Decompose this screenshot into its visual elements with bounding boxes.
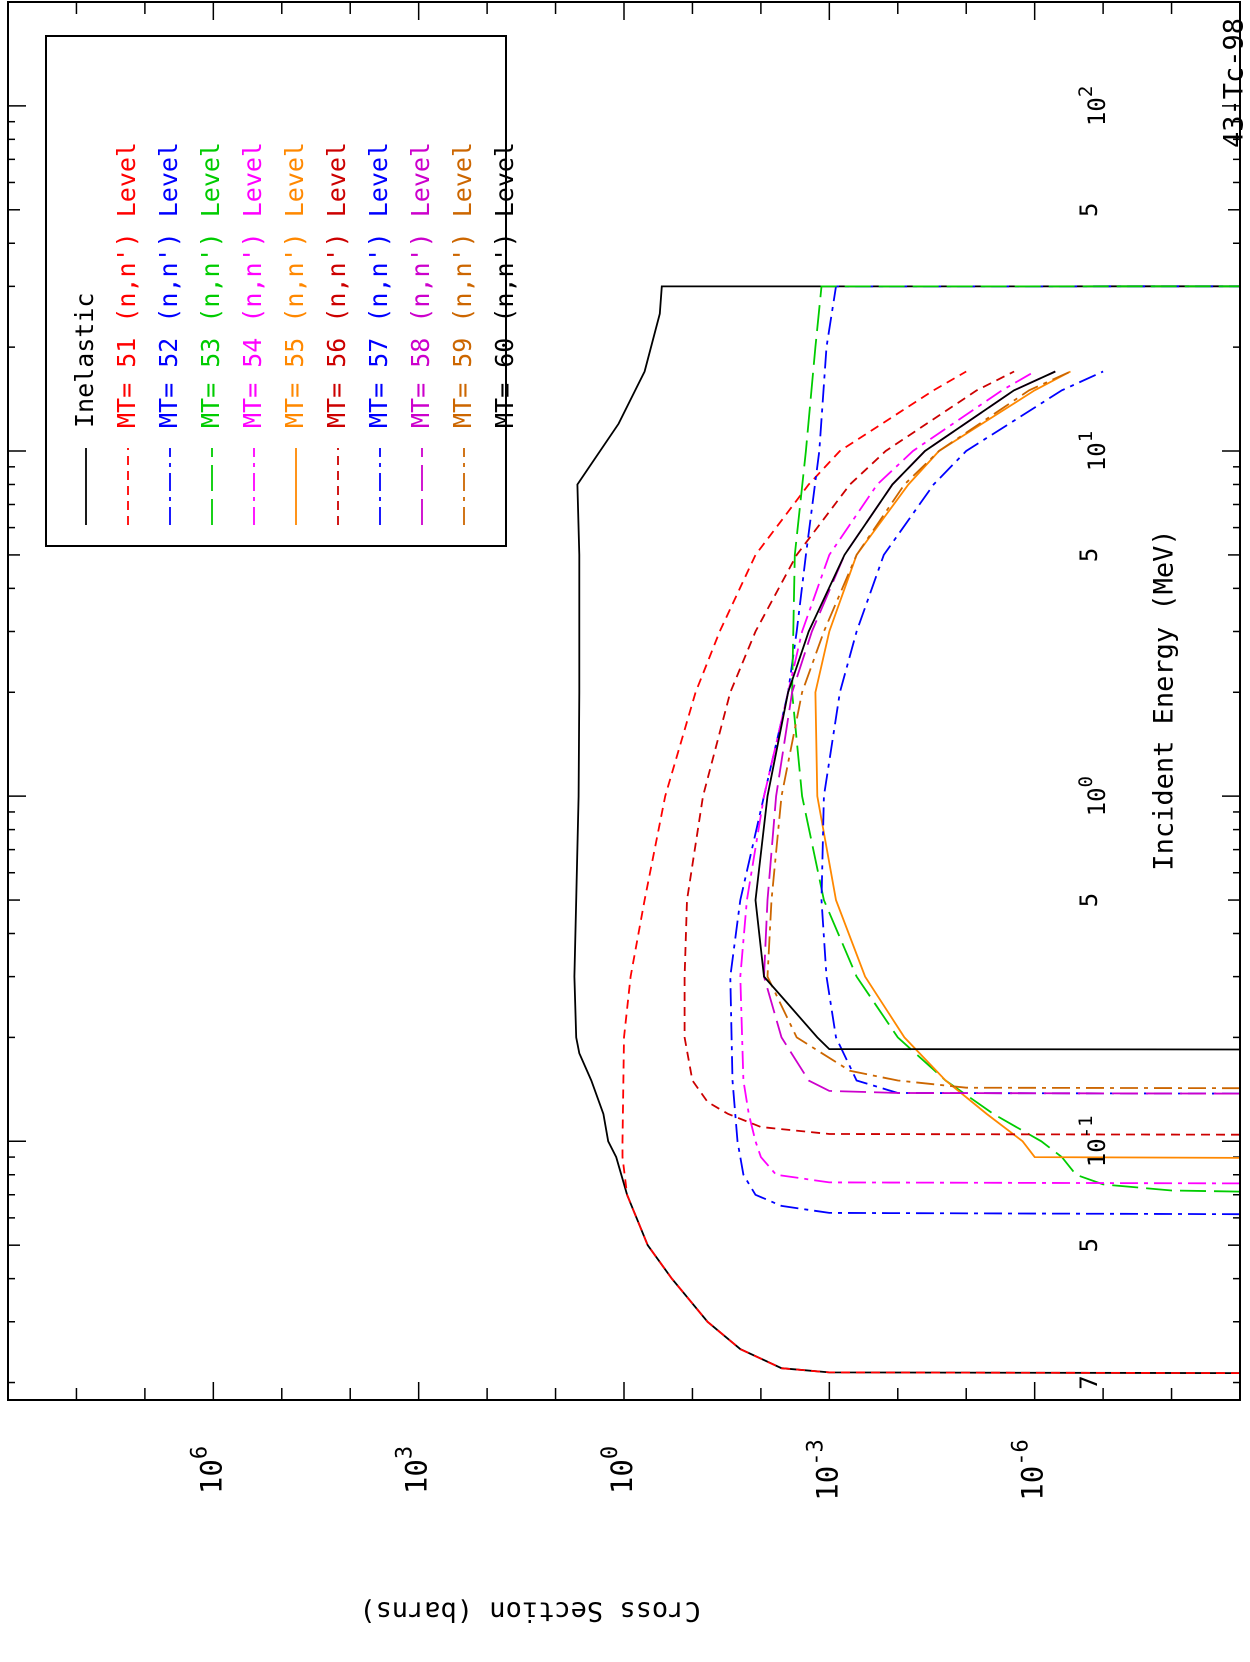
x-tick-label: 102 [1075, 86, 1112, 126]
x-tick-label: 7 [1075, 1375, 1103, 1389]
series-line-7 [683, 370, 1241, 1136]
series-line-3 [729, 285, 1241, 1216]
series-line-6 [814, 370, 1241, 1159]
legend-label: MT= 60 (n,n') Level [490, 142, 519, 428]
x-tick-label: 10-1 [1075, 1115, 1112, 1167]
y-tick-label: 10-6 [1009, 1439, 1050, 1500]
legend-label: MT= 56 (n,n') Level [322, 142, 351, 428]
series-layer [573, 285, 1241, 1374]
axis-labels: 7 5 10-1 5 100 5 101 5 102 106 103 100 10-3 10-6 [187, 86, 1111, 1501]
y-tick-label: 10-3 [803, 1439, 844, 1500]
chart-title: 43-Tc-98 [1219, 18, 1250, 148]
y-tick-label: 103 [393, 1446, 434, 1494]
x-tick-label: 5 [1075, 893, 1103, 907]
legend-label: MT= 55 (n,n') Level [280, 142, 309, 428]
legend-label: MT= 59 (n,n') Level [448, 142, 477, 428]
series-line-11 [754, 370, 1241, 1051]
x-tick-label: 5 [1075, 1238, 1103, 1252]
x-tick-label: 5 [1075, 203, 1103, 217]
y-axis-label: Cross Section (barns) [359, 1596, 700, 1627]
legend-label: MT= 53 (n,n') Level [196, 142, 225, 428]
y-tick-label: 106 [187, 1446, 228, 1494]
y-tick-label: 100 [598, 1446, 639, 1494]
legend-label: MT= 57 (n,n') Level [364, 142, 393, 428]
series-line-1 [573, 285, 1241, 1374]
series-line-5 [739, 370, 1241, 1185]
series-line-4 [791, 285, 1241, 1193]
x-tick-label: 101 [1075, 431, 1112, 471]
series-line-8 [820, 370, 1241, 1095]
legend-label: MT= 54 (n,n') Level [238, 142, 267, 428]
x-tick-label: 5 [1075, 548, 1103, 562]
x-tick-label: 100 [1075, 776, 1112, 816]
legend: Inelastic MT= 51 (n,n') Level MT= 52 (n,n'… [45, 35, 519, 547]
x-axis-label: Incident Energy (MeV) [1149, 529, 1180, 870]
legend-box [45, 35, 507, 547]
legend-label: MT= 51 (n,n') Level [112, 142, 141, 428]
legend-label: MT= 58 (n,n') Level [406, 142, 435, 428]
plot-frame [7, 1, 1241, 1401]
series-line-2 [621, 370, 1241, 1374]
legend-label: MT= 52 (n,n') Level [154, 142, 183, 428]
legend-label: Inelastic [70, 293, 99, 428]
